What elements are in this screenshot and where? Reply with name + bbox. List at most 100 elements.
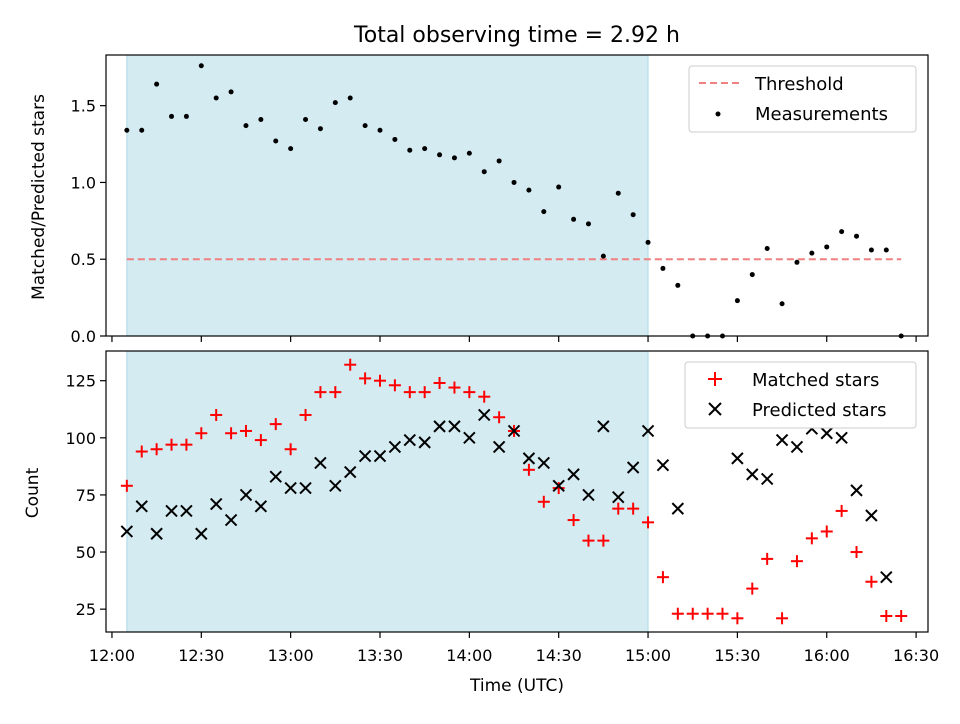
count-series [120, 358, 908, 625]
measurement-point [645, 239, 651, 245]
measurement-point [317, 126, 323, 132]
x-tick-label: 15:00 [625, 646, 671, 665]
legend-measurements-label: Measurements [755, 104, 888, 125]
predicted-star-point [507, 424, 521, 438]
count-y-axis-label: Count [23, 467, 43, 518]
predicted-star-point [790, 440, 804, 454]
predicted-star-point [597, 420, 610, 433]
matched-star-point [254, 434, 267, 447]
matched-star-point [493, 411, 506, 424]
y-tick-label: 125 [65, 372, 96, 391]
measurement-point [213, 95, 219, 101]
matched-star-point [716, 607, 729, 620]
predicted-star-point [612, 491, 625, 504]
measurement-point [377, 127, 383, 133]
matched-star-point [418, 386, 431, 399]
measurement-point [675, 282, 681, 288]
measurement-point [571, 216, 577, 222]
matched-star-point [180, 438, 193, 451]
measurement-point [556, 184, 562, 190]
predicted-star-point [641, 424, 655, 438]
measurement-point [868, 247, 874, 253]
ratio-y-axis-label: Matched/Predicted stars [29, 94, 49, 300]
measurement-point [749, 272, 755, 278]
predicted-star-point [448, 420, 461, 433]
predicted-star-point [418, 436, 431, 449]
predicted-star-point [165, 504, 178, 518]
matched-star-point [329, 386, 342, 399]
predicted-star-point [403, 433, 416, 447]
predicted-star-point [656, 459, 670, 472]
measurement-point [451, 155, 457, 161]
predicted-star-point [180, 504, 193, 518]
matched-star-point [314, 386, 327, 399]
measurement-point [600, 253, 606, 259]
matched-star-point [820, 525, 833, 538]
measurement-point [511, 179, 517, 185]
matched-star-point [150, 443, 163, 456]
matched-star-point [895, 610, 908, 623]
measurement-point [139, 127, 145, 133]
measurement-point [183, 113, 189, 119]
predicted-star-point [433, 420, 446, 433]
x-tick-label: 14:00 [446, 646, 492, 665]
matched-star-point [731, 612, 744, 625]
x-tick-label: 16:30 [893, 646, 939, 665]
matched-star-point [761, 552, 774, 565]
measurement-point [407, 147, 413, 153]
matched-star-point [776, 612, 789, 625]
measurement-point [779, 301, 785, 307]
matched-star-point [269, 418, 282, 431]
count-legend: Matched stars Predicted stars [684, 361, 917, 429]
measurement-point [839, 229, 845, 235]
predicted-star-point [835, 431, 848, 445]
matched-star-point [284, 443, 297, 456]
predicted-star-point [269, 470, 282, 483]
y-tick-label: 75 [76, 486, 96, 505]
predicted-star-point [239, 488, 253, 502]
predicted-star-point [224, 513, 238, 527]
measurement-point [764, 245, 770, 251]
matched-star-point [671, 607, 684, 620]
predicted-star-point [567, 468, 580, 481]
measurement-point [630, 212, 636, 218]
predicted-star-point [731, 452, 744, 465]
count-y-axis: 25 50 75 100 125 [65, 372, 106, 619]
measurement-point [496, 158, 502, 164]
measurement-point [585, 221, 591, 227]
y-tick-label: 25 [76, 600, 96, 619]
measurement-point [198, 63, 204, 69]
measurement-point [258, 116, 264, 122]
predicted-star-point [329, 479, 342, 492]
measurement-point [288, 146, 294, 152]
count-legend-box [684, 361, 917, 429]
measurement-point [541, 209, 547, 215]
predicted-star-point [492, 440, 506, 454]
legend-predicted-label: Predicted stars [752, 400, 886, 421]
measurement-point [124, 127, 130, 133]
predicted-star-point [314, 456, 327, 470]
matched-star-point [433, 376, 446, 389]
legend-matched-label: Matched stars [752, 370, 879, 391]
count-plot-frame [105, 350, 929, 633]
x-tick-label: 12:30 [178, 646, 224, 665]
matched-star-point [686, 607, 699, 620]
matched-star-point [478, 390, 491, 403]
measurement-point [228, 89, 234, 95]
predicted-star-point [478, 408, 491, 422]
predicted-star-point [463, 431, 476, 445]
predicted-star-point [135, 500, 148, 513]
measurement-point [734, 298, 740, 304]
predicted-star-point [522, 452, 536, 465]
matched-star-point [627, 502, 640, 515]
measurement-point [422, 146, 428, 152]
measurement-point [660, 265, 666, 271]
matched-star-point [403, 386, 416, 399]
measurement-point [854, 233, 860, 239]
measurement-point [824, 244, 830, 250]
ratio-legend: Threshold Measurements [688, 65, 917, 133]
matched-star-point [612, 502, 625, 515]
predicted-star-point [746, 468, 759, 481]
matched-star-point [359, 372, 372, 385]
predicted-star-point [850, 484, 863, 497]
